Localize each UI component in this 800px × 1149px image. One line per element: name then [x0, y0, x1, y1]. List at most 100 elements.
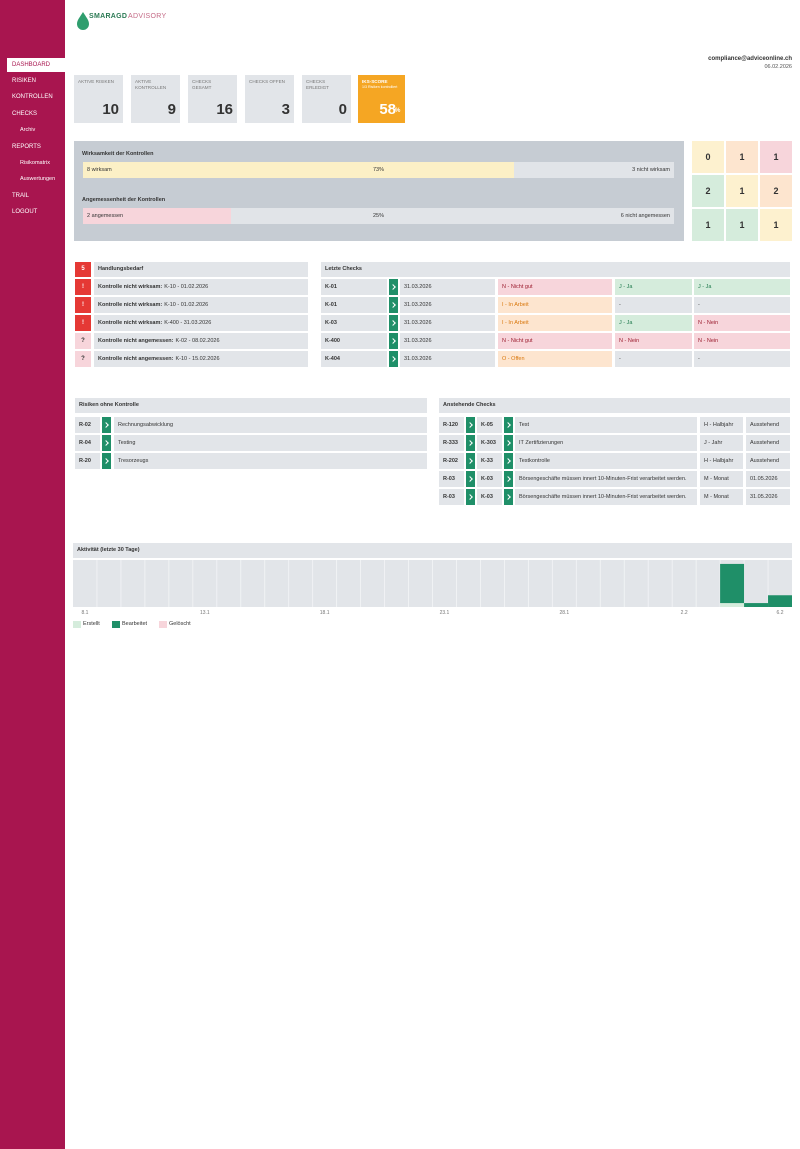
- check-control: K-404: [321, 351, 387, 367]
- action-item[interactable]: Kontrolle nicht angemessen: K-02 - 08.02.…: [94, 333, 308, 349]
- kpi-value: 10: [102, 101, 119, 118]
- control-code: K-303: [477, 435, 502, 451]
- risk-code: R-03: [439, 471, 464, 487]
- legend-label: Erstellt: [83, 621, 100, 627]
- check-due: 01.05.2026: [746, 471, 790, 487]
- arrow-button[interactable]: [466, 471, 475, 487]
- current-date: 06.02.2026: [764, 64, 792, 70]
- matrix-cell[interactable]: 0: [692, 141, 724, 173]
- legend-swatch: [112, 621, 120, 628]
- check-control: K-01: [321, 279, 387, 295]
- kpi-label: AKTIVE RISIKEN: [78, 79, 114, 84]
- check-due: Ausstehend: [746, 453, 790, 469]
- risk-code: R-120: [439, 417, 464, 433]
- matrix-cell[interactable]: 2: [692, 175, 724, 207]
- arrow-button[interactable]: [102, 417, 111, 433]
- arrow-button[interactable]: [102, 453, 111, 469]
- legend-swatch: [73, 621, 81, 628]
- arrow-button[interactable]: [389, 333, 398, 349]
- x-tick-label: 23.1: [440, 610, 450, 616]
- progress-bar: 8 wirksam 73% 3 nicht wirksam: [83, 162, 674, 178]
- progress-bar: 2 angemessen 25% 6 nicht angemessen: [83, 208, 674, 224]
- kpi-value: 16: [216, 101, 233, 118]
- arrow-button[interactable]: [389, 351, 398, 367]
- x-tick-label: 6.2: [777, 610, 784, 616]
- risk-name: Tresorzeugs: [114, 453, 427, 469]
- nav-item[interactable]: KONTROLLEN: [12, 94, 53, 100]
- action-item[interactable]: Kontrolle nicht angemessen: K-10 - 15.02.…: [94, 351, 308, 367]
- risk-code: R-202: [439, 453, 464, 469]
- check-result: J - Ja: [694, 279, 790, 295]
- check-result: J - Ja: [615, 315, 692, 331]
- action-label: Kontrolle nicht wirksam:: [98, 302, 163, 308]
- count-badge: 5: [75, 262, 91, 277]
- arrow-button[interactable]: [504, 471, 513, 487]
- nav-item[interactable]: Auswertungen: [20, 176, 56, 182]
- check-control: K-03: [321, 315, 387, 331]
- risk-code: R-04: [75, 435, 100, 451]
- kpi-tile: CHECKS OFFEN 3: [245, 75, 294, 123]
- x-tick-label: 2.2: [681, 610, 688, 616]
- arrow-button[interactable]: [466, 417, 475, 433]
- nav-item[interactable]: Risikomatrix: [20, 160, 50, 166]
- check-result: I - In Arbeit: [498, 297, 612, 313]
- check-name: Börsengeschäfte müssen innert 10-Minuten…: [515, 489, 697, 505]
- arrow-button[interactable]: [102, 435, 111, 451]
- kpi-label: CHECKS GESAMT: [192, 79, 212, 90]
- action-item[interactable]: Kontrolle nicht wirksam: K-10 - 01.02.202…: [94, 297, 308, 313]
- check-frequency: M - Monat: [700, 489, 743, 505]
- check-result: O - Offen: [498, 351, 612, 367]
- nav-item[interactable]: RISIKEN: [12, 78, 37, 84]
- nav-item[interactable]: TRAIL: [12, 193, 30, 199]
- action-detail: K-02 - 08.02.2026: [175, 338, 220, 344]
- arrow-button[interactable]: [389, 297, 398, 313]
- nav-item[interactable]: Archiv: [20, 127, 36, 133]
- progress-share: 25%: [372, 213, 384, 219]
- arrow-button[interactable]: [504, 435, 513, 451]
- action-label: Kontrolle nicht wirksam:: [98, 284, 163, 290]
- arrow-button[interactable]: [504, 417, 513, 433]
- arrow-button[interactable]: [389, 315, 398, 331]
- arrow-button[interactable]: [466, 489, 475, 505]
- matrix-cell[interactable]: 1: [760, 141, 792, 173]
- check-name: IT Zertifizierungen: [515, 435, 697, 451]
- effectiveness-panel: [74, 141, 684, 241]
- arrow-button[interactable]: [466, 435, 475, 451]
- matrix-cell[interactable]: 1: [726, 141, 758, 173]
- progress-left: 2 angemessen: [87, 213, 124, 219]
- progress-fill: [83, 162, 515, 178]
- action-item[interactable]: Kontrolle nicht wirksam: K-400 - 31.03.20…: [94, 315, 308, 331]
- kpi-note: 1/3 Risiken kontrolliert: [362, 85, 398, 89]
- check-result: -: [615, 351, 692, 367]
- check-due: Ausstehend: [746, 417, 790, 433]
- risk-code: R-03: [439, 489, 464, 505]
- check-result: N - Nicht gut: [498, 333, 612, 349]
- kpi-tile: AKTIVE RISIKEN 10: [74, 75, 123, 123]
- nav-item[interactable]: CHECKS: [12, 111, 38, 117]
- check-frequency: M - Monat: [700, 471, 743, 487]
- action-item[interactable]: Kontrolle nicht wirksam: K-10 - 01.02.202…: [94, 279, 308, 295]
- control-code: K-05: [477, 417, 502, 433]
- risk-code: R-20: [75, 453, 100, 469]
- check-control: K-400: [321, 333, 387, 349]
- matrix-cell[interactable]: 1: [760, 209, 792, 241]
- matrix-cell[interactable]: 2: [760, 175, 792, 207]
- matrix-cell[interactable]: 1: [726, 209, 758, 241]
- level-badge: !: [75, 279, 91, 295]
- check-result: N - Nicht gut: [498, 279, 612, 295]
- logo-brand: SMARAGD: [89, 13, 128, 20]
- matrix-cell[interactable]: 1: [692, 209, 724, 241]
- matrix-cell[interactable]: 1: [726, 175, 758, 207]
- arrow-button[interactable]: [466, 453, 475, 469]
- kpi-label: CHECKS OFFEN: [249, 79, 285, 84]
- arrow-button[interactable]: [504, 453, 513, 469]
- bar: [720, 563, 745, 604]
- nav-item[interactable]: DASHBOARD: [7, 58, 65, 72]
- kpi-tile: AKTIVE KONTROLLEN 9: [131, 75, 180, 123]
- arrow-button[interactable]: [389, 279, 398, 295]
- kpi-tile: IKS-SCORE 1/3 Risiken kontrolliert 58%: [358, 75, 405, 123]
- nav-item[interactable]: REPORTS: [12, 144, 41, 150]
- arrow-button[interactable]: [504, 489, 513, 505]
- nav-item[interactable]: LOGOUT: [12, 209, 38, 215]
- progress-left: 8 wirksam: [87, 167, 112, 173]
